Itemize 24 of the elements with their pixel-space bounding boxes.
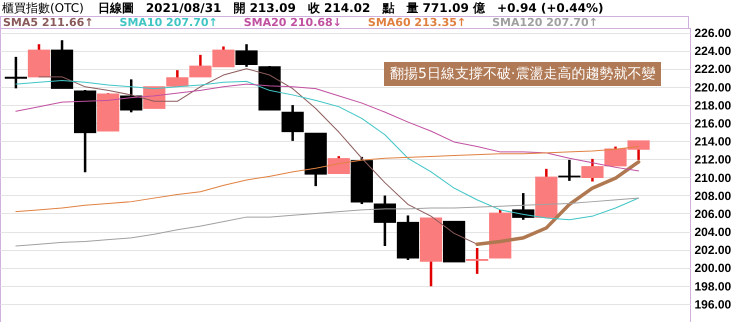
y-tick-label: 210.00	[694, 170, 732, 185]
text: SMA60 213.35↑	[368, 16, 466, 29]
chart-title: 櫃買指數(OTC)	[2, 1, 84, 15]
y-tick-label: 212.00	[694, 152, 732, 167]
y-tick-label: 220.00	[694, 80, 732, 94]
y-tick-label: 206.00	[694, 206, 732, 221]
text: SMA20 210.68↓	[244, 16, 342, 29]
y-tick-label: 226.00	[694, 26, 732, 40]
y-tick-label: 218.00	[694, 98, 732, 112]
y-tick-label: 222.00	[694, 62, 732, 76]
y-tick-label: 200.00	[694, 261, 732, 276]
y-tick-label: 214.00	[694, 134, 732, 149]
annotation: 翻揚5日線支撐不破·震盪走高的趨勢就不變	[384, 62, 662, 86]
text: SMA120 207.70↑	[492, 16, 598, 29]
y-tick-label: 196.00	[694, 297, 732, 312]
y-tick-label: 202.00	[694, 243, 732, 258]
y-tick-label: 204.00	[694, 225, 732, 240]
y-tick-label: 224.00	[694, 44, 732, 58]
chart-subtitle: 日線圖 2021/08/31 開 213.09 收 214.02 點 量 771.09 億 +0.94 (+0.44%)	[98, 1, 604, 15]
y-tick-label: 208.00	[694, 188, 732, 203]
text: SMA10 207.70↑	[120, 16, 218, 29]
y-tick-label: 216.00	[694, 116, 732, 130]
y-tick-label: 198.00	[694, 279, 732, 294]
text: SMA5 211.66↑	[3, 16, 94, 29]
